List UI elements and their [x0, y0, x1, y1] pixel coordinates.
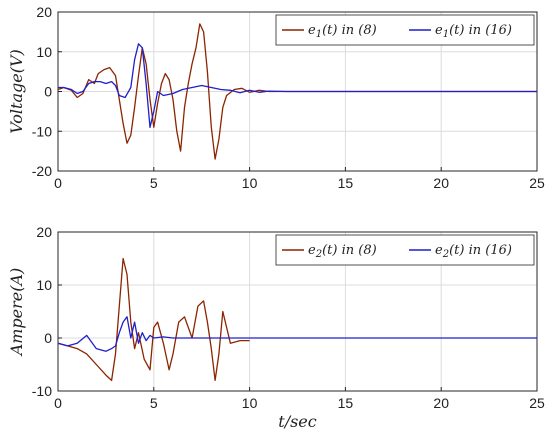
x-tick-label: 20	[433, 395, 449, 411]
legend-box	[275, 234, 535, 266]
x-tick-label: 0	[54, 175, 62, 191]
y-tick-label: 0	[44, 330, 52, 346]
x-tick-label: 10	[242, 175, 258, 191]
series-line-1	[57, 23, 537, 160]
y-axis-label: Voltage(V)	[7, 49, 26, 134]
series-line-1	[57, 257, 250, 382]
y-tick-label: -10	[32, 383, 52, 399]
legend-label-2: e2(t) in (16)	[435, 243, 512, 260]
x-tick-label: 15	[338, 175, 354, 191]
y-tick-label: 10	[36, 44, 52, 60]
x-tick-label: 5	[150, 395, 158, 411]
y-tick-label: -20	[32, 163, 52, 179]
y-tick-label: 10	[36, 277, 52, 293]
legend-box	[275, 14, 535, 46]
series-line-2	[57, 316, 537, 352]
x-axis-label: t/sec	[278, 412, 317, 431]
x-tick-label: 5	[150, 175, 158, 191]
y-tick-label: 20	[36, 4, 52, 20]
x-tick-label: 15	[338, 395, 354, 411]
series-line-2	[58, 43, 537, 128]
y-axis-label: Ampere(A)	[7, 268, 26, 358]
legend-label-2: e1(t) in (16)	[435, 23, 512, 40]
x-tick-label: 10	[242, 395, 258, 411]
plot-frame	[57, 231, 538, 392]
y-tick-label: -10	[32, 123, 52, 139]
legend-label-1: e1(t) in (8)	[308, 23, 377, 40]
x-tick-label: 0	[54, 395, 62, 411]
x-tick-label: 25	[529, 175, 545, 191]
x-tick-label: 20	[433, 175, 449, 191]
voltage-subplot: 0 5 10 15 20 25 20 10 0 -10 -20 Voltage(V) e1(t) in …	[7, 4, 545, 191]
y-tick-label: 20	[36, 224, 52, 240]
y-tick-label: 0	[44, 84, 52, 100]
legend-label-1: e2(t) in (8)	[308, 243, 377, 260]
x-tick-label: 25	[529, 395, 545, 411]
